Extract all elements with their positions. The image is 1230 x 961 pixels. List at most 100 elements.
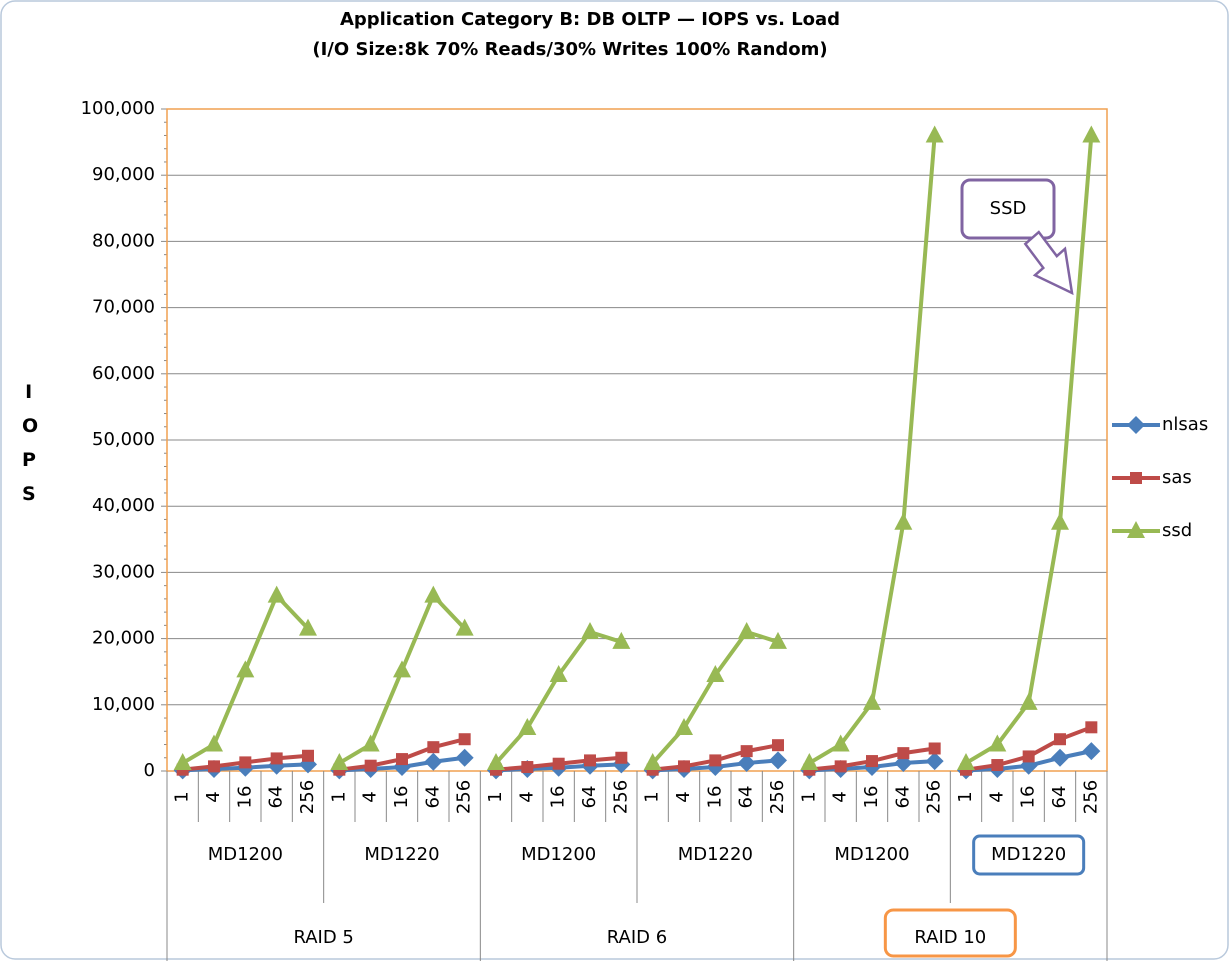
marker [521,761,534,774]
x-tick-label: 1 [642,791,663,802]
marker [612,631,631,649]
x-tick-label: 1 [328,791,349,802]
marker [236,660,255,678]
supergroup-label: RAID 6 [607,927,667,948]
x-tick-label: 4 [986,791,1007,802]
marker [270,752,283,765]
marker [1022,750,1035,763]
marker [1085,721,1098,734]
annotation-box [960,178,1056,240]
legend-label: ssd [1162,520,1192,541]
marker [863,692,881,710]
x-tick-label: 256 [610,780,631,814]
marker [364,759,377,772]
marker [769,631,787,649]
marker [925,752,944,771]
marker [834,760,847,773]
x-tick-label: 64 [892,786,913,809]
marker [424,752,443,771]
marker [299,618,317,636]
marker [1051,748,1069,767]
x-tick-label: 64 [422,786,443,809]
marker [737,621,756,639]
marker [1130,472,1142,484]
marker [706,665,725,683]
y-tick-label: 90,000 [92,164,155,185]
marker [1054,733,1066,746]
marker [455,618,474,636]
y-tick-label: 0 [144,760,155,781]
x-tick-label: 256 [454,780,475,814]
x-tick-label: 4 [203,791,224,802]
x-tick-label: 16 [391,786,412,809]
marker [361,734,380,752]
marker [396,753,408,766]
group-label: MD1200 [521,844,596,865]
x-tick-label: 64 [266,786,287,809]
group-label: MD1220 [991,844,1066,865]
marker [988,734,1007,752]
marker [1082,125,1101,143]
x-tick-label: 4 [673,791,694,802]
y-tick-label: 20,000 [92,628,155,649]
x-tick-label: 16 [548,786,569,809]
marker [737,754,756,773]
x-tick-label: 4 [830,791,851,802]
marker [1127,416,1145,434]
y-tick-label: 40,000 [92,495,155,516]
y-tick-label: 70,000 [92,297,155,318]
x-tick-label: 16 [234,786,255,809]
y-tick-label: 30,000 [92,561,155,582]
marker [1051,512,1069,530]
y-tick-label: 80,000 [92,230,155,251]
marker [1082,742,1101,761]
group-label: MD1200 [834,844,909,865]
group-label: MD1220 [364,844,439,865]
marker [427,741,440,754]
marker [772,739,784,752]
x-tick-label: 64 [1049,786,1070,809]
x-tick-label: 4 [360,791,381,802]
annotation-arrow [1023,230,1074,296]
marker [709,754,722,767]
x-tick-label: 1 [485,791,506,802]
marker [581,621,599,639]
marker [208,760,220,773]
marker [928,742,941,755]
marker [925,125,944,143]
group-label: MD1220 [678,844,753,865]
marker [393,660,411,678]
marker [455,748,474,767]
supergroup-label: RAID 5 [293,927,353,948]
y-tick-label: 10,000 [92,694,155,715]
marker [740,745,753,758]
marker [643,753,662,771]
marker [1019,692,1038,710]
marker [267,585,286,603]
marker [173,753,192,771]
x-tick-label: 4 [516,791,537,802]
x-tick-label: 1 [798,791,819,802]
marker [675,717,693,735]
y-tick-label: 50,000 [92,429,155,450]
y-axis-label: IOPS [22,381,39,505]
x-tick-label: 16 [704,786,725,809]
marker [678,760,690,773]
marker [518,717,537,735]
legend-label: sas [1162,467,1192,488]
x-tick-label: 16 [861,786,882,809]
marker [866,755,878,768]
chart-subtitle: (I/O Size:8k 70% Reads/30% Writes 100% R… [312,39,827,60]
x-tick-label: 1 [172,791,193,802]
x-tick-label: 256 [767,780,788,814]
supergroup-label: RAID 10 [914,927,986,948]
marker [615,751,628,764]
highlight-box [883,908,1017,958]
x-tick-label: 16 [1018,786,1039,809]
y-tick-label: 60,000 [92,363,155,384]
x-tick-label: 256 [1080,780,1101,814]
group-label: MD1200 [208,844,283,865]
highlight-box [972,834,1086,876]
marker [897,747,910,760]
x-tick-label: 64 [736,786,757,809]
